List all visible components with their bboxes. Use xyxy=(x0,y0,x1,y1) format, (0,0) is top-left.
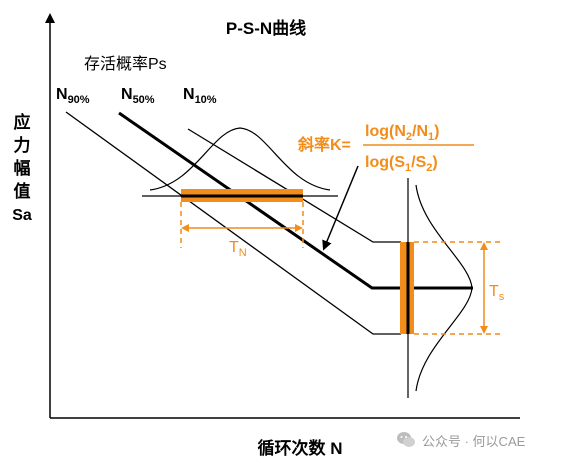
life-distribution-curve xyxy=(149,127,331,191)
slope-numerator: log(N2/N1) xyxy=(365,123,439,143)
curve-n90 xyxy=(65,111,401,335)
svg-text:力: 力 xyxy=(14,135,31,155)
ts-label: Ts xyxy=(489,283,505,303)
watermark: 公众号 · 何以CAE xyxy=(396,428,525,452)
svg-text:Sa: Sa xyxy=(12,207,32,224)
slope-label: 斜率K= xyxy=(297,135,351,154)
svg-text:幅: 幅 xyxy=(14,158,31,178)
diagram-title: P-S-N曲线 xyxy=(226,18,306,38)
curve-label-n50: N50% xyxy=(121,86,155,106)
curve-label-n90: N90% xyxy=(56,86,90,106)
wechat-logo-icon xyxy=(397,432,415,447)
survival-probability-label: 存活概率Ps xyxy=(84,55,167,73)
x-axis-label: 循环次数 N xyxy=(258,438,343,458)
y-axis-label: 应 力 幅 值 Sa xyxy=(12,112,32,224)
curve-n10 xyxy=(187,128,401,243)
slope-pointer-arrow xyxy=(322,165,359,251)
strength-distribution-curve xyxy=(415,184,473,392)
tn-label: TN xyxy=(229,239,247,259)
slope-denominator: log(S1/S2) xyxy=(365,154,438,174)
curve-label-n10: N10% xyxy=(183,86,217,106)
svg-text:值: 值 xyxy=(14,181,31,201)
watermark-text: 公众号 · 何以CAE xyxy=(422,433,526,449)
svg-text:应: 应 xyxy=(14,112,31,132)
curve-n50 xyxy=(118,111,473,290)
